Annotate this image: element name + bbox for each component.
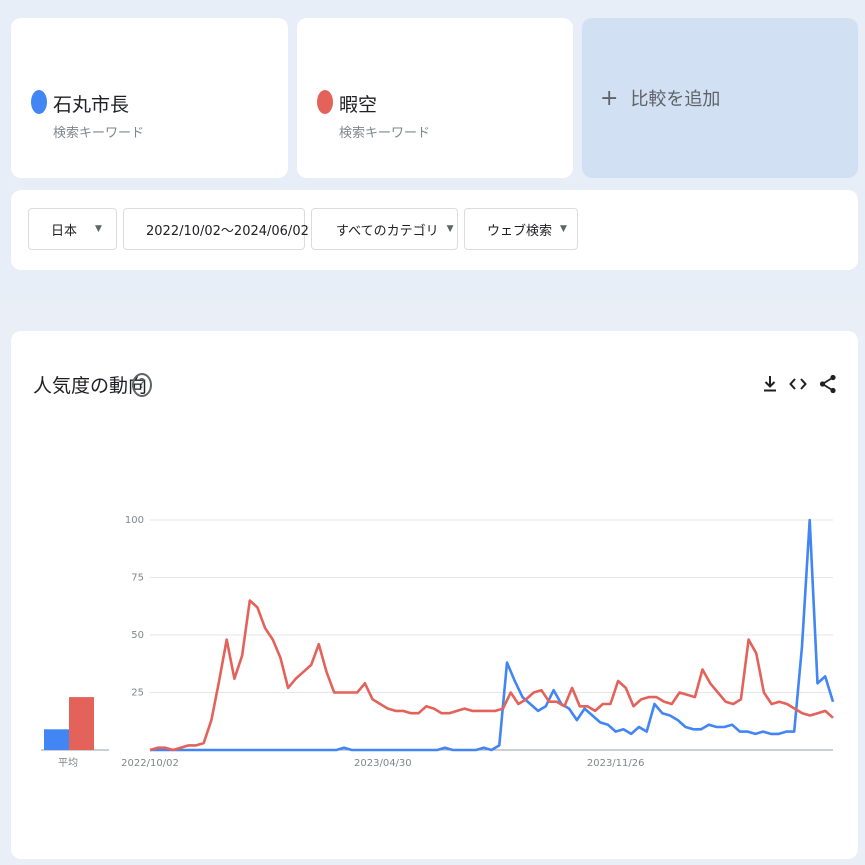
term-name[interactable]: 暇空	[339, 94, 378, 116]
y-tick-label: 75	[131, 573, 144, 584]
y-tick-label: 50	[131, 630, 144, 641]
help-circle-icon[interactable]: ?	[132, 373, 152, 397]
x-tick-label: 2022/10/02	[121, 758, 179, 769]
series-line-himasora	[149, 599, 834, 752]
dropdown-arrow-icon: ▼	[446, 224, 454, 234]
search-type-dropdown[interactable]: ウェブ検索 ▼	[464, 208, 578, 250]
embed-code-icon[interactable]	[787, 373, 809, 395]
x-tick-label: 2023/04/30	[354, 758, 412, 769]
average-bar	[44, 729, 69, 750]
series-color-dot	[31, 90, 47, 114]
average-bar	[69, 697, 94, 750]
period-value: 2022/10/02～2024/06/02	[146, 223, 309, 239]
trend-chart: 100 75 50 25 2022/10/02 2023/04/30 2023/11/26 平…	[41, 515, 835, 769]
term-name[interactable]: 石丸市長	[53, 94, 130, 116]
region-value: 日本	[51, 223, 78, 239]
x-tick-label: 2023/11/26	[587, 758, 645, 769]
term-type-label: 検索キーワード	[53, 126, 145, 141]
average-label: 平均	[58, 757, 78, 769]
period-dropdown[interactable]: 2022/10/02～2024/06/02 ▼	[123, 208, 322, 250]
interest-over-time-card: 人気度の動向 ? 100 75 50 25 2022/10/02 2023/04/30 20…	[11, 331, 858, 859]
category-dropdown[interactable]: すべてのカテゴリ ▼	[311, 208, 458, 250]
add-comparison-label: 比較を追加	[630, 89, 721, 110]
dropdown-arrow-icon: ▼	[95, 224, 102, 234]
region-dropdown[interactable]: 日本 ▼	[28, 208, 117, 250]
category-value: すべてのカテゴリ	[336, 223, 439, 239]
y-tick-label: 100	[125, 515, 144, 526]
term-type-label: 検索キーワード	[339, 126, 431, 141]
filter-bar: 日本 ▼ 2022/10/02～2024/06/02 ▼ すべてのカテゴリ ▼ …	[11, 190, 858, 270]
dropdown-arrow-icon: ▼	[560, 224, 567, 234]
term-card-1[interactable]: 石丸市長 検索キーワード	[11, 18, 288, 178]
plus-icon: +	[600, 85, 619, 111]
add-comparison-button[interactable]: + 比較を追加	[582, 18, 858, 178]
share-icon[interactable]	[817, 373, 839, 395]
search-type-value: ウェブ検索	[487, 223, 553, 239]
download-icon[interactable]	[759, 373, 781, 395]
section-title: 人気度の動向	[33, 375, 148, 397]
term-card-2[interactable]: 暇空 検索キーワード	[297, 18, 573, 178]
series-color-dot	[317, 90, 333, 114]
series-line-ishimaru	[150, 518, 835, 752]
y-tick-label: 25	[131, 688, 144, 699]
